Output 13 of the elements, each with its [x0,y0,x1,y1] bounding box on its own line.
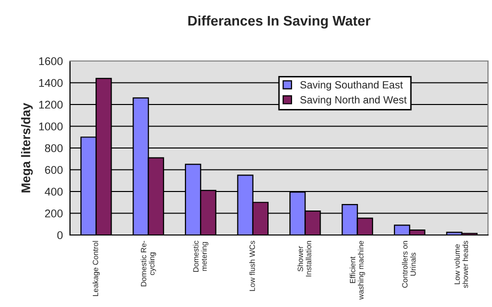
legend-label: Saving Southand East [300,80,403,91]
y-tick-label: 200 [45,210,63,218]
y-tick-label: 800 [45,144,63,152]
y-tick-label: 1400 [39,79,63,87]
y-tick-label: 1600 [39,57,63,66]
chart-title: Differances In Saving Water [188,15,370,29]
legend-label: Saving North and West [300,96,407,106]
y-tick-label: 600 [45,166,63,174]
y-tick-label: 1000 [39,122,63,130]
y-tick-label: 400 [44,188,63,196]
y-axis-title: Mega liters/day [21,102,33,192]
y-tick-label: 1200 [39,100,63,109]
y-tick-label: 0 [57,231,63,240]
